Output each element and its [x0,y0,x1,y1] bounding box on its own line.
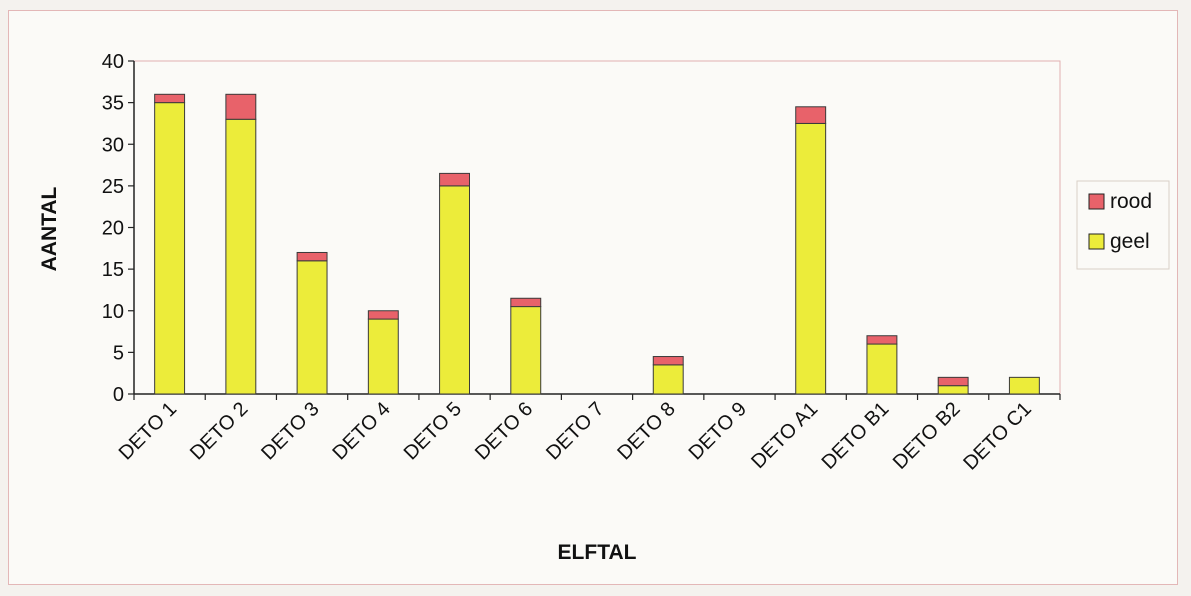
chart-frame: 0 5 10 15 20 25 30 35 40 DETO 1 DETO 2 DETO 3 DETO … [8,10,1178,585]
y-tick-label: 20 [102,218,124,240]
y-tick-label: 15 [102,259,124,281]
bar-rood [296,251,328,262]
y-axis: 0 5 10 15 20 25 30 35 40 [102,51,135,406]
bar-geel [1008,376,1040,395]
bar-rood [154,93,186,104]
x-tick-label: DETO B2 [889,398,965,474]
x-axis-title: ELFTAL [558,541,637,564]
bar-geel [367,318,399,395]
bar-rood [510,297,542,308]
y-tick-label: 0 [113,384,124,406]
bar-geel [296,260,328,395]
y-tick-label: 5 [113,342,124,364]
bar-geel [937,385,969,395]
bar-rood [225,93,257,120]
y-tick-label: 30 [102,134,124,156]
x-tick-label: DETO 9 [685,398,751,464]
y-axis-title: AANTAL [38,186,61,271]
x-tick-label: DETO 1 [115,398,181,464]
plot-area [133,60,1061,395]
x-tick-label: DETO 7 [542,398,608,464]
x-tick-label: DETO 8 [613,398,679,464]
legend-swatch-geel [1088,233,1105,250]
x-tick-label: DETO A1 [747,398,822,473]
bar-geel [510,306,542,395]
x-tick-label: DETO 6 [471,398,537,464]
bar-geel [795,122,827,395]
legend-label-geel: geel [1110,230,1150,253]
bar-geel [866,343,898,395]
bar-rood [795,106,827,124]
x-axis: DETO 1 DETO 2 DETO 3 DETO 4 DETO 5 DETO 6 DETO… [115,393,1061,475]
bar-rood [652,356,684,366]
legend-label-rood: rood [1110,190,1152,213]
x-tick-label: DETO 2 [186,398,252,464]
y-tick-label: 40 [102,51,124,73]
legend: rood geel [1076,180,1170,270]
x-tick-label: DETO 5 [400,398,466,464]
bar-rood [439,172,470,187]
bars-group [154,93,1040,395]
x-tick-label: DETO B1 [818,398,894,474]
bar-geel [154,102,186,395]
bar-rood [367,310,399,320]
legend-swatch-rood [1088,193,1105,210]
bar-geel [225,118,257,395]
y-tick-label: 25 [102,176,124,198]
y-tick-label: 10 [102,301,124,323]
bar-geel [652,364,684,395]
y-tick-label: 35 [102,93,124,115]
x-tick-label: DETO 4 [328,398,394,464]
x-tick-label: DETO C1 [959,398,1036,475]
x-tick-label: DETO 3 [257,398,323,464]
bar-geel [439,185,470,395]
bar-rood [937,376,969,387]
bar-rood [866,335,898,345]
